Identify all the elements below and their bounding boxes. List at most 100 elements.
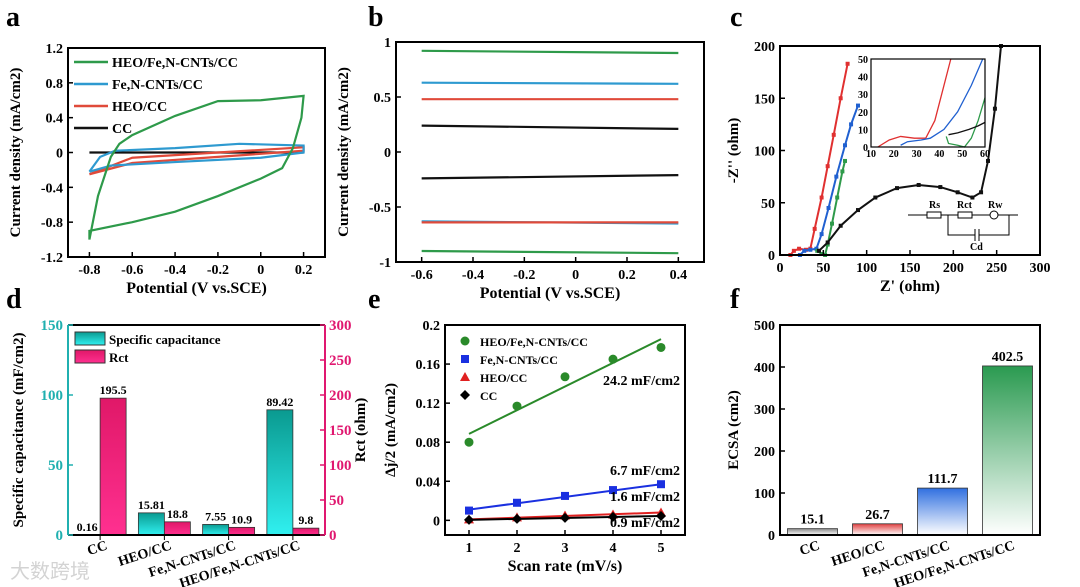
y-tick-label: 100 xyxy=(754,487,775,502)
legend-label: HEO/CC xyxy=(112,100,167,115)
y-tick-label: 0.16 xyxy=(416,358,441,373)
inset-x-tick-label: 20 xyxy=(889,149,899,160)
cv-line xyxy=(421,81,679,85)
x-tick-label: 100 xyxy=(856,261,877,276)
rct-bar xyxy=(228,526,256,536)
x-tick-label: -0.6 xyxy=(411,268,433,283)
y-tick-label: 100 xyxy=(41,388,64,404)
y-tick-label: 200 xyxy=(754,445,775,460)
legend-label: Fe,N-CNTs/CC xyxy=(480,353,558,367)
y-tick-label: -1.2 xyxy=(41,251,63,266)
y2-tick-label: 100 xyxy=(329,458,352,474)
x-tick-label: 0 xyxy=(777,261,784,276)
data-point xyxy=(916,182,921,187)
y-tick-label: 0.12 xyxy=(416,397,441,412)
y-tick-label: 400 xyxy=(754,361,775,376)
slope-annotation: 6.7 mF/cm2 xyxy=(610,464,680,479)
data-point xyxy=(825,242,830,247)
inset-curve xyxy=(900,58,984,146)
data-point xyxy=(955,190,960,195)
data-point xyxy=(561,491,569,500)
data-point xyxy=(819,251,824,256)
data-point xyxy=(840,169,845,174)
data-point xyxy=(843,143,847,148)
y-tick-label: 0 xyxy=(384,146,391,161)
panel-label-e: e xyxy=(368,284,380,315)
fit-line xyxy=(799,105,859,256)
circuit-label: Cd xyxy=(970,242,983,253)
y-tick-label: 100 xyxy=(754,145,775,160)
inset-y-tick-label: 30 xyxy=(858,90,868,101)
bar-value-label: 9.8 xyxy=(298,513,313,527)
ecsa-bar xyxy=(852,523,903,536)
panel-e-scatter-chart: 24.2 mF/cm2 HEO/Fe,N-CNTs/CC 6.7 mF/cm2 Fe,… xyxy=(383,319,686,575)
data-point xyxy=(560,512,570,523)
inset-y-tick-label: 10 xyxy=(858,125,868,136)
legend-swatch xyxy=(74,331,106,346)
legend-label: CC xyxy=(480,389,497,403)
inset-curve xyxy=(948,121,986,136)
x-tick-label: 300 xyxy=(1030,261,1051,276)
data-point xyxy=(814,246,819,251)
inset-y-tick-label: 20 xyxy=(858,108,868,119)
inset-x-tick-label: 30 xyxy=(912,149,922,160)
data-point xyxy=(656,510,666,521)
legend-label: Specific capacitance xyxy=(109,332,221,347)
circuit-label: Rct xyxy=(957,200,973,211)
x-tick-label: 250 xyxy=(986,261,1007,276)
y-tick-label: 300 xyxy=(754,403,775,418)
y-tick-label: 0 xyxy=(56,147,63,162)
data-point xyxy=(560,372,570,382)
y-tick-label: 1 xyxy=(384,36,391,51)
y2-tick-label: 0 xyxy=(329,528,337,544)
cv-line xyxy=(421,49,679,55)
legend-label: HEO/CC xyxy=(480,371,527,385)
data-point xyxy=(657,480,665,489)
data-point xyxy=(970,195,975,200)
capacitance-bar xyxy=(202,524,230,536)
inset-frame xyxy=(870,58,986,148)
y2-axis-label: Rct (ohm) xyxy=(353,398,369,463)
resistor-rct xyxy=(957,211,973,219)
y-tick-label: 50 xyxy=(48,458,63,474)
y-tick-label: 50 xyxy=(761,197,775,212)
cv-curve xyxy=(88,142,305,173)
inset-x-tick-label: 60 xyxy=(980,149,990,160)
x-tick-label: -0.2 xyxy=(207,263,229,278)
cv-line xyxy=(421,124,679,130)
x-tick-label: -0.8 xyxy=(78,263,100,278)
inset-curve xyxy=(877,58,952,148)
bar-value-label: 18.8 xyxy=(167,507,188,521)
x-tick-label: 200 xyxy=(943,261,964,276)
data-point xyxy=(845,61,850,66)
capacitance-bar xyxy=(137,512,165,536)
x-tick-label: 0.2 xyxy=(295,263,313,278)
data-point xyxy=(797,246,802,251)
x-tick-label: CC xyxy=(798,539,822,560)
bar-value-label: 26.7 xyxy=(865,508,890,523)
y2-tick-label: 50 xyxy=(329,493,344,509)
data-point xyxy=(465,506,473,515)
circuit-label: Rw xyxy=(988,200,1003,211)
y-axis-label: -Z'' (ohm) xyxy=(726,118,742,183)
data-point xyxy=(656,342,666,352)
panel-f-bar-chart: 15.1CC26.7HEO/CC111.7Fe,N-CNTs/CC402.5HE… xyxy=(726,319,1041,587)
rct-bar xyxy=(292,527,320,536)
y-tick-label: 500 xyxy=(754,319,775,334)
fit-line xyxy=(818,45,1002,252)
slope-annotation: 24.2 mF/cm2 xyxy=(603,374,680,389)
y-tick-label: 0.4 xyxy=(46,112,64,127)
y-axis-label: ECSA (cm2) xyxy=(726,390,742,470)
y-tick-label: 0.08 xyxy=(416,436,441,451)
x-tick-label: 0.4 xyxy=(670,268,688,283)
y-tick-label: 0 xyxy=(433,514,440,529)
fit-line xyxy=(468,338,662,435)
panel-label-b: b xyxy=(368,2,384,33)
legend-label: HEO/Fe,N-CNTs/CC xyxy=(112,56,238,71)
x-axis-label: Potential (V vs.SCE) xyxy=(126,280,267,297)
bar-value-label: 7.55 xyxy=(205,509,226,523)
x-tick-label: 2 xyxy=(514,541,521,556)
x-tick-label: -0.4 xyxy=(164,263,186,278)
